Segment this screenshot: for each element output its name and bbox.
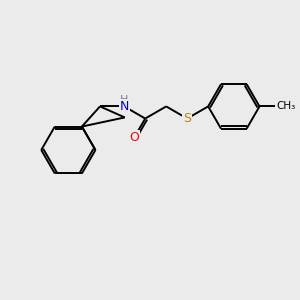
Text: N: N — [119, 100, 129, 113]
Text: H: H — [120, 95, 128, 105]
Text: S: S — [183, 112, 191, 125]
Text: CH₃: CH₃ — [277, 101, 296, 111]
Text: O: O — [130, 130, 140, 144]
